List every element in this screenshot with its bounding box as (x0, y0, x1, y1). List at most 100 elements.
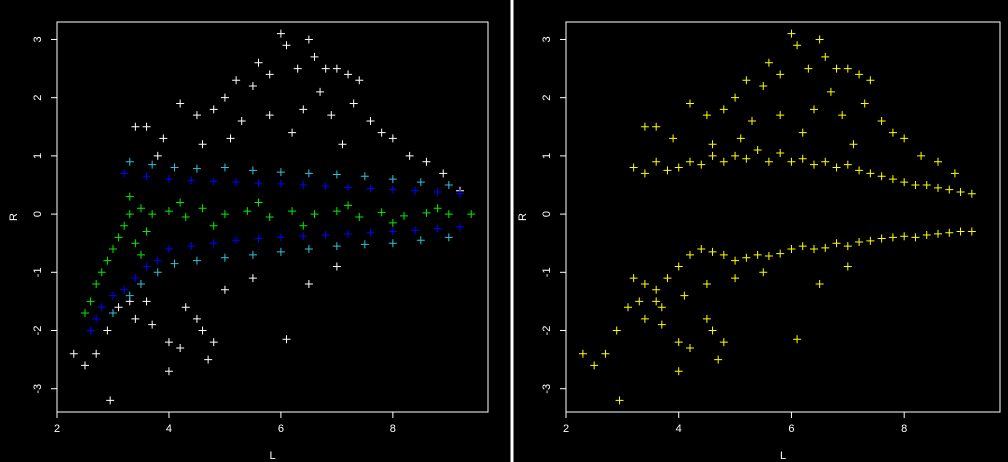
data-point (120, 221, 129, 230)
data-point (114, 233, 123, 242)
data-point (299, 180, 308, 189)
data-point (209, 105, 218, 114)
plot-frame (56, 21, 489, 413)
x-tick-label: 6 (278, 423, 284, 435)
data-point (131, 239, 140, 248)
data-point (164, 338, 173, 347)
data-point (590, 361, 599, 370)
series-group (108, 157, 453, 318)
data-point (388, 239, 397, 248)
data-point (731, 274, 740, 283)
y-axis-title: R (517, 213, 529, 221)
data-point (652, 157, 661, 166)
data-point (220, 93, 229, 102)
data-point (108, 245, 117, 254)
data-point (815, 279, 824, 288)
data-point (181, 213, 190, 221)
data-point (304, 35, 313, 44)
data-point (877, 234, 886, 243)
data-point (254, 198, 263, 207)
data-point (97, 303, 106, 312)
data-point (276, 168, 285, 177)
data-point (220, 210, 229, 219)
x-tick-label: 8 (901, 423, 907, 435)
data-point (332, 170, 341, 179)
data-point (108, 309, 117, 318)
data-point (276, 247, 285, 256)
data-point (125, 192, 134, 201)
data-point (467, 210, 476, 219)
data-point (686, 157, 694, 166)
data-point (433, 187, 442, 196)
data-point (192, 164, 201, 173)
data-point (366, 228, 375, 237)
data-point (956, 227, 965, 236)
data-point (793, 335, 802, 344)
data-point (843, 160, 852, 169)
data-point (719, 105, 728, 114)
data-point (640, 122, 649, 131)
data-point (153, 151, 162, 160)
data-point (176, 198, 185, 207)
data-point (742, 253, 751, 262)
data-point (416, 178, 425, 187)
y-tick-label: -1 (541, 267, 553, 277)
data-point (888, 233, 897, 242)
series-group (80, 192, 476, 318)
data-point (176, 343, 185, 352)
data-point (388, 134, 397, 143)
data-point (243, 207, 252, 216)
data-point (388, 175, 397, 184)
data-point (731, 151, 740, 160)
data-point (731, 93, 740, 102)
data-point (719, 157, 728, 166)
x-axis-title: L (269, 450, 275, 462)
data-point (787, 157, 796, 166)
data-point (265, 70, 274, 79)
data-point (153, 268, 162, 277)
y-tick-label: 3 (541, 36, 553, 42)
data-point (321, 64, 330, 73)
data-point (702, 314, 711, 323)
data-point (669, 134, 678, 143)
data-point (888, 128, 897, 137)
data-point (131, 314, 140, 323)
x-tick-label: 4 (166, 423, 172, 435)
data-point (388, 185, 397, 194)
data-point (742, 154, 751, 163)
data-point (855, 238, 864, 247)
data-point (220, 163, 229, 172)
data-point (657, 303, 666, 312)
data-point (810, 245, 818, 254)
data-point (411, 186, 420, 195)
data-point (131, 274, 140, 283)
data-point (131, 122, 140, 131)
data-point (753, 250, 762, 259)
data-point (187, 242, 196, 251)
data-point (92, 279, 101, 288)
data-point (125, 210, 134, 219)
data-point (310, 52, 319, 61)
data-point (444, 210, 453, 219)
data-point (299, 232, 308, 241)
data-point (657, 320, 666, 329)
data-point (900, 232, 909, 241)
data-point (80, 309, 89, 318)
y-tick-label: 1 (541, 153, 553, 159)
data-point (388, 218, 397, 227)
data-point (697, 160, 706, 169)
data-point (759, 82, 768, 91)
data-point (849, 140, 858, 149)
y-tick-label: 1 (32, 153, 44, 159)
data-point (719, 338, 728, 347)
data-point (787, 245, 796, 254)
data-point (798, 242, 807, 251)
data-point (652, 122, 661, 131)
data-point (349, 99, 358, 108)
data-point (866, 236, 875, 245)
data-point (97, 268, 106, 277)
data-point (798, 154, 807, 163)
data-point (922, 180, 931, 189)
y-tick-label: 0 (541, 211, 553, 217)
